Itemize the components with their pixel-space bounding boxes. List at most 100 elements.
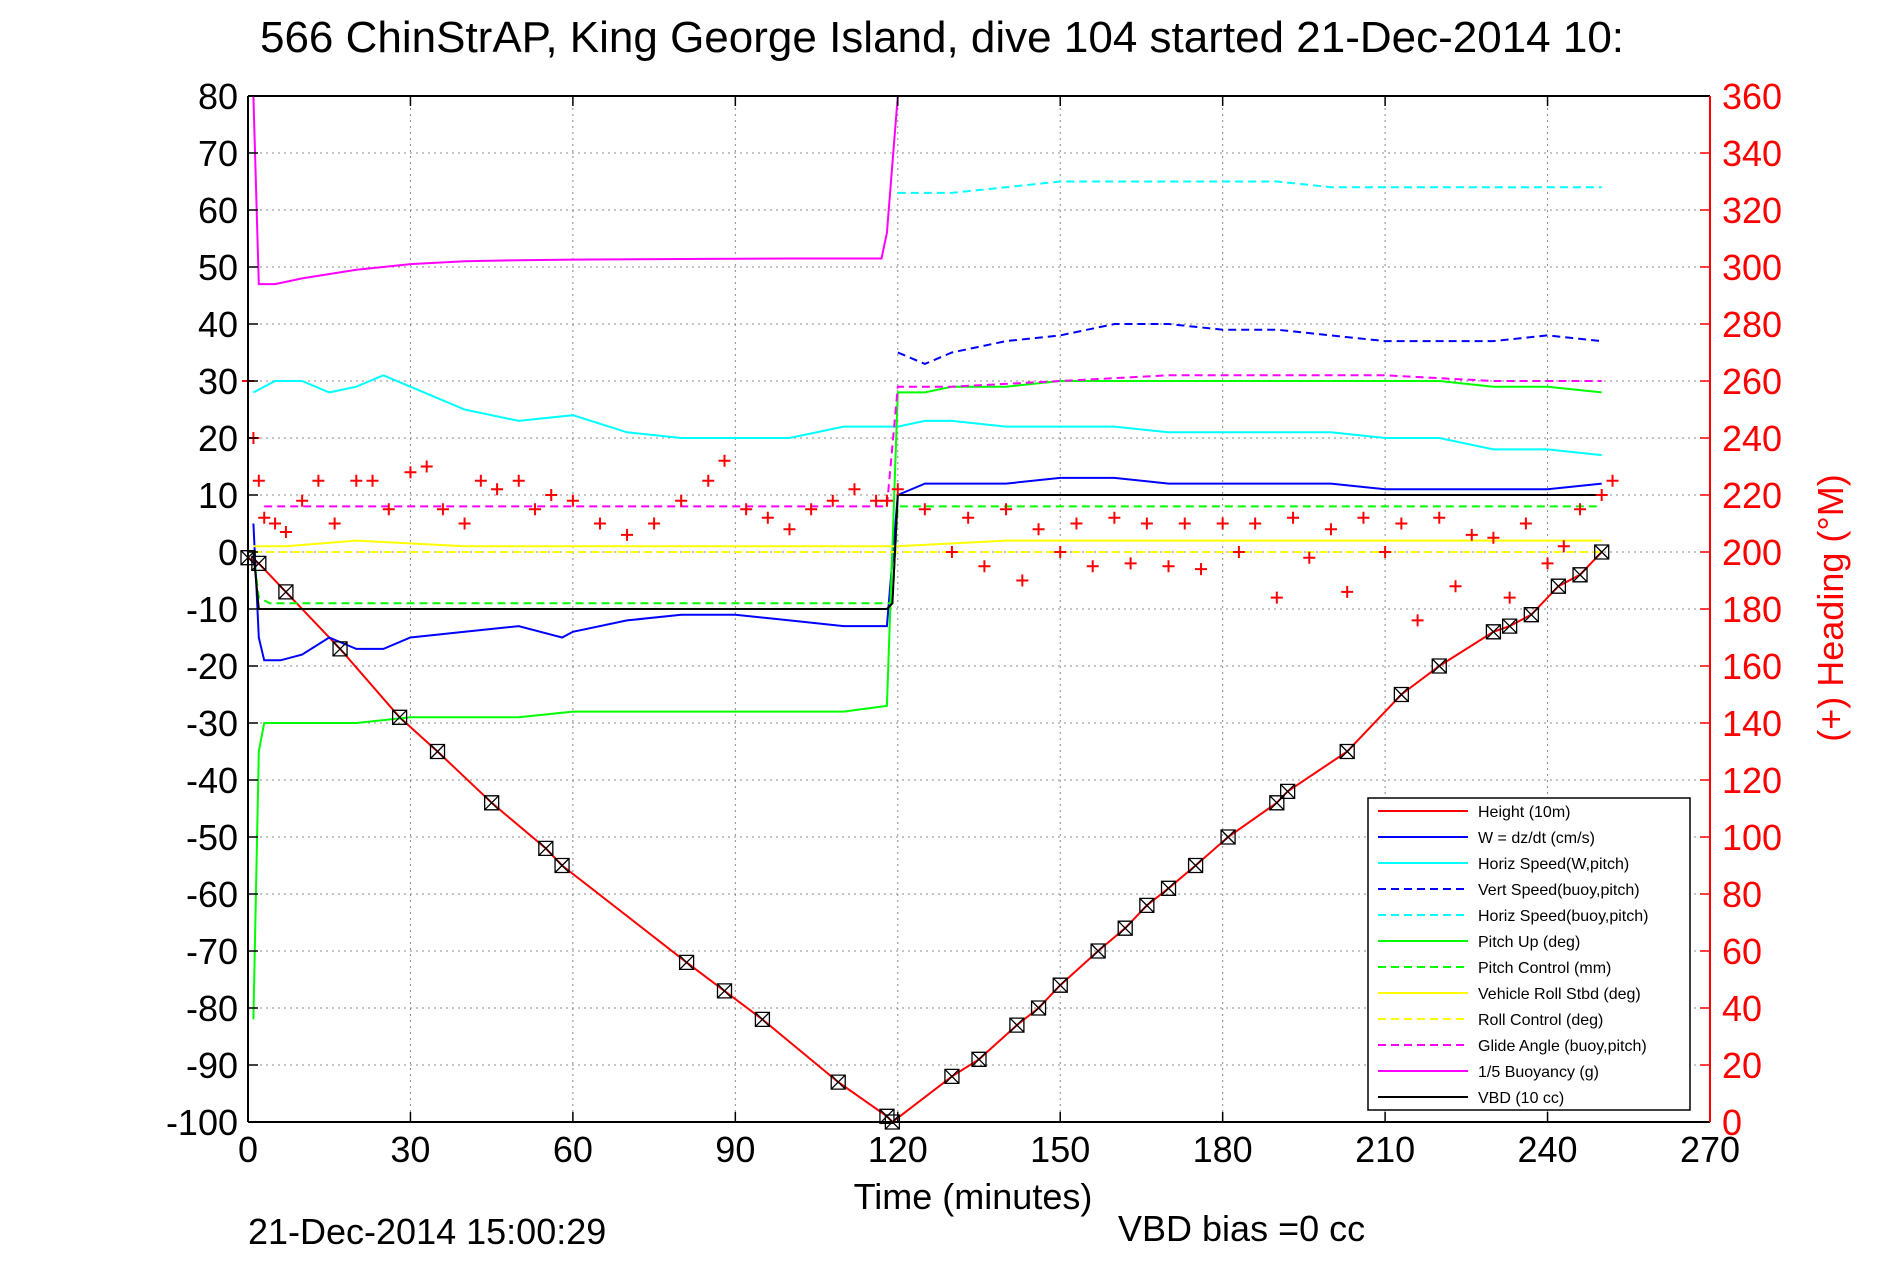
height-marker (1393, 686, 1410, 703)
heading-point (420, 460, 433, 473)
heading-point (1303, 551, 1316, 564)
heading-point (1324, 523, 1337, 536)
heading-point (1195, 563, 1208, 576)
series-line (252, 494, 1602, 610)
legend-label: Height (10m) (1478, 804, 1570, 821)
heading-point (366, 474, 379, 487)
series-layer (240, 95, 1619, 1130)
y-tick-label: -60 (186, 874, 238, 915)
heading-point (718, 454, 731, 467)
series-11 (252, 494, 1602, 610)
y2-tick-label: 100 (1722, 817, 1782, 858)
heading-point (870, 494, 883, 507)
series-3 (897, 323, 1602, 365)
legend-label: 1/5 Buoyancy (g) (1478, 1064, 1599, 1081)
heading-point (1411, 614, 1424, 627)
height-marker (678, 954, 695, 971)
heading-point (1357, 511, 1370, 524)
height-marker (1030, 1000, 1047, 1016)
height-marker (830, 1074, 846, 1090)
y-tick-label: -50 (186, 817, 238, 858)
height-marker (484, 795, 500, 811)
height-marker (1117, 920, 1133, 936)
heading-point (1379, 546, 1392, 558)
y2-tick-label: 20 (1722, 1045, 1762, 1086)
legend: Height (10m) W = dz/dt (cm/s) Horiz Speed(… (1367, 797, 1691, 1111)
chart-title: 566 ChinStrAP, King George Island, dive … (260, 13, 1624, 62)
heading-point (761, 511, 774, 524)
y-tick-label: 20 (198, 418, 238, 459)
y-tick-label: -10 (186, 589, 238, 630)
height-marker (1431, 658, 1447, 674)
height-marker (944, 1068, 960, 1085)
height-marker (538, 840, 554, 857)
y-tick-label: 10 (198, 475, 238, 516)
height-marker (278, 584, 294, 600)
y2-tick-label: 340 (1722, 133, 1782, 174)
legend-label: Vert Speed(buoy,pitch) (1478, 882, 1640, 899)
y-tick-label: -30 (186, 703, 238, 744)
series-line (897, 323, 1602, 365)
height-markers (240, 544, 1610, 1130)
height-marker (429, 743, 446, 760)
y-tick-label: 40 (198, 304, 238, 345)
series-line (264, 374, 1602, 508)
x-tick-label: 270 (1680, 1129, 1740, 1170)
heading-point (512, 474, 525, 487)
heading-point (945, 546, 958, 558)
heading-point (252, 474, 265, 487)
series-2 (252, 374, 1602, 457)
heading-point (1054, 546, 1067, 558)
axes: 0 30 60 90 120 150 180 210 240 270 80 70 60 50 40 30 20 1… (166, 76, 1782, 1170)
height-marker (1594, 544, 1610, 560)
series-line (252, 476, 1602, 662)
heading-point (566, 494, 579, 507)
height-marker (554, 857, 570, 874)
y2-tick-label: 120 (1722, 760, 1782, 801)
height-marker (1139, 897, 1155, 914)
heading-point (1270, 591, 1283, 604)
y2-tick-label: 60 (1722, 931, 1762, 972)
legend-label: Horiz Speed(buoy,pitch) (1478, 908, 1648, 925)
x-tick-label: 180 (1193, 1129, 1253, 1170)
y2-tick-label: 220 (1722, 475, 1782, 516)
y2-tick-label: 140 (1722, 703, 1782, 744)
heading-point (880, 494, 893, 507)
y2-tick-label: 360 (1722, 76, 1782, 117)
y2-tick-label: 180 (1722, 589, 1782, 630)
heading-point (702, 474, 715, 487)
heading-point (279, 526, 292, 539)
footer-bias: VBD bias =0 cc (1118, 1208, 1365, 1249)
heading-point (918, 503, 931, 516)
heading-point (436, 503, 449, 516)
height-marker (251, 555, 267, 572)
heading-point (1595, 489, 1608, 501)
legend-label: W = dz/dt (cm/s) (1478, 830, 1595, 847)
heading-point (1016, 574, 1029, 587)
height-marker (1502, 618, 1518, 634)
heading-point (978, 560, 991, 573)
heading-point (1108, 511, 1121, 524)
legend-box (1367, 797, 1691, 1111)
series-12 (242, 375, 1619, 627)
heading-point (783, 523, 796, 536)
legend-label: Vehicle Roll Stbd (deg) (1478, 986, 1641, 1003)
height-marker (1279, 783, 1296, 800)
series-5 (252, 380, 1602, 1020)
heading-point (1140, 517, 1153, 530)
series-4 (897, 180, 1602, 194)
heading-point (258, 511, 271, 524)
heading-point (1606, 474, 1619, 487)
x-tick-label: 60 (553, 1129, 593, 1170)
heading-point (593, 517, 606, 530)
heading-point (296, 494, 309, 507)
x-tick-label: 120 (868, 1129, 928, 1170)
y-tick-label: -90 (186, 1045, 238, 1086)
height-marker (1550, 578, 1567, 594)
heading-point (1162, 560, 1175, 573)
right-axis-label: (+) Heading (°M) (1810, 474, 1851, 741)
heading-point (621, 528, 634, 541)
heading-point (1574, 503, 1587, 516)
y2-tick-label: 0 (1722, 1102, 1742, 1143)
heading-point (1541, 557, 1554, 570)
